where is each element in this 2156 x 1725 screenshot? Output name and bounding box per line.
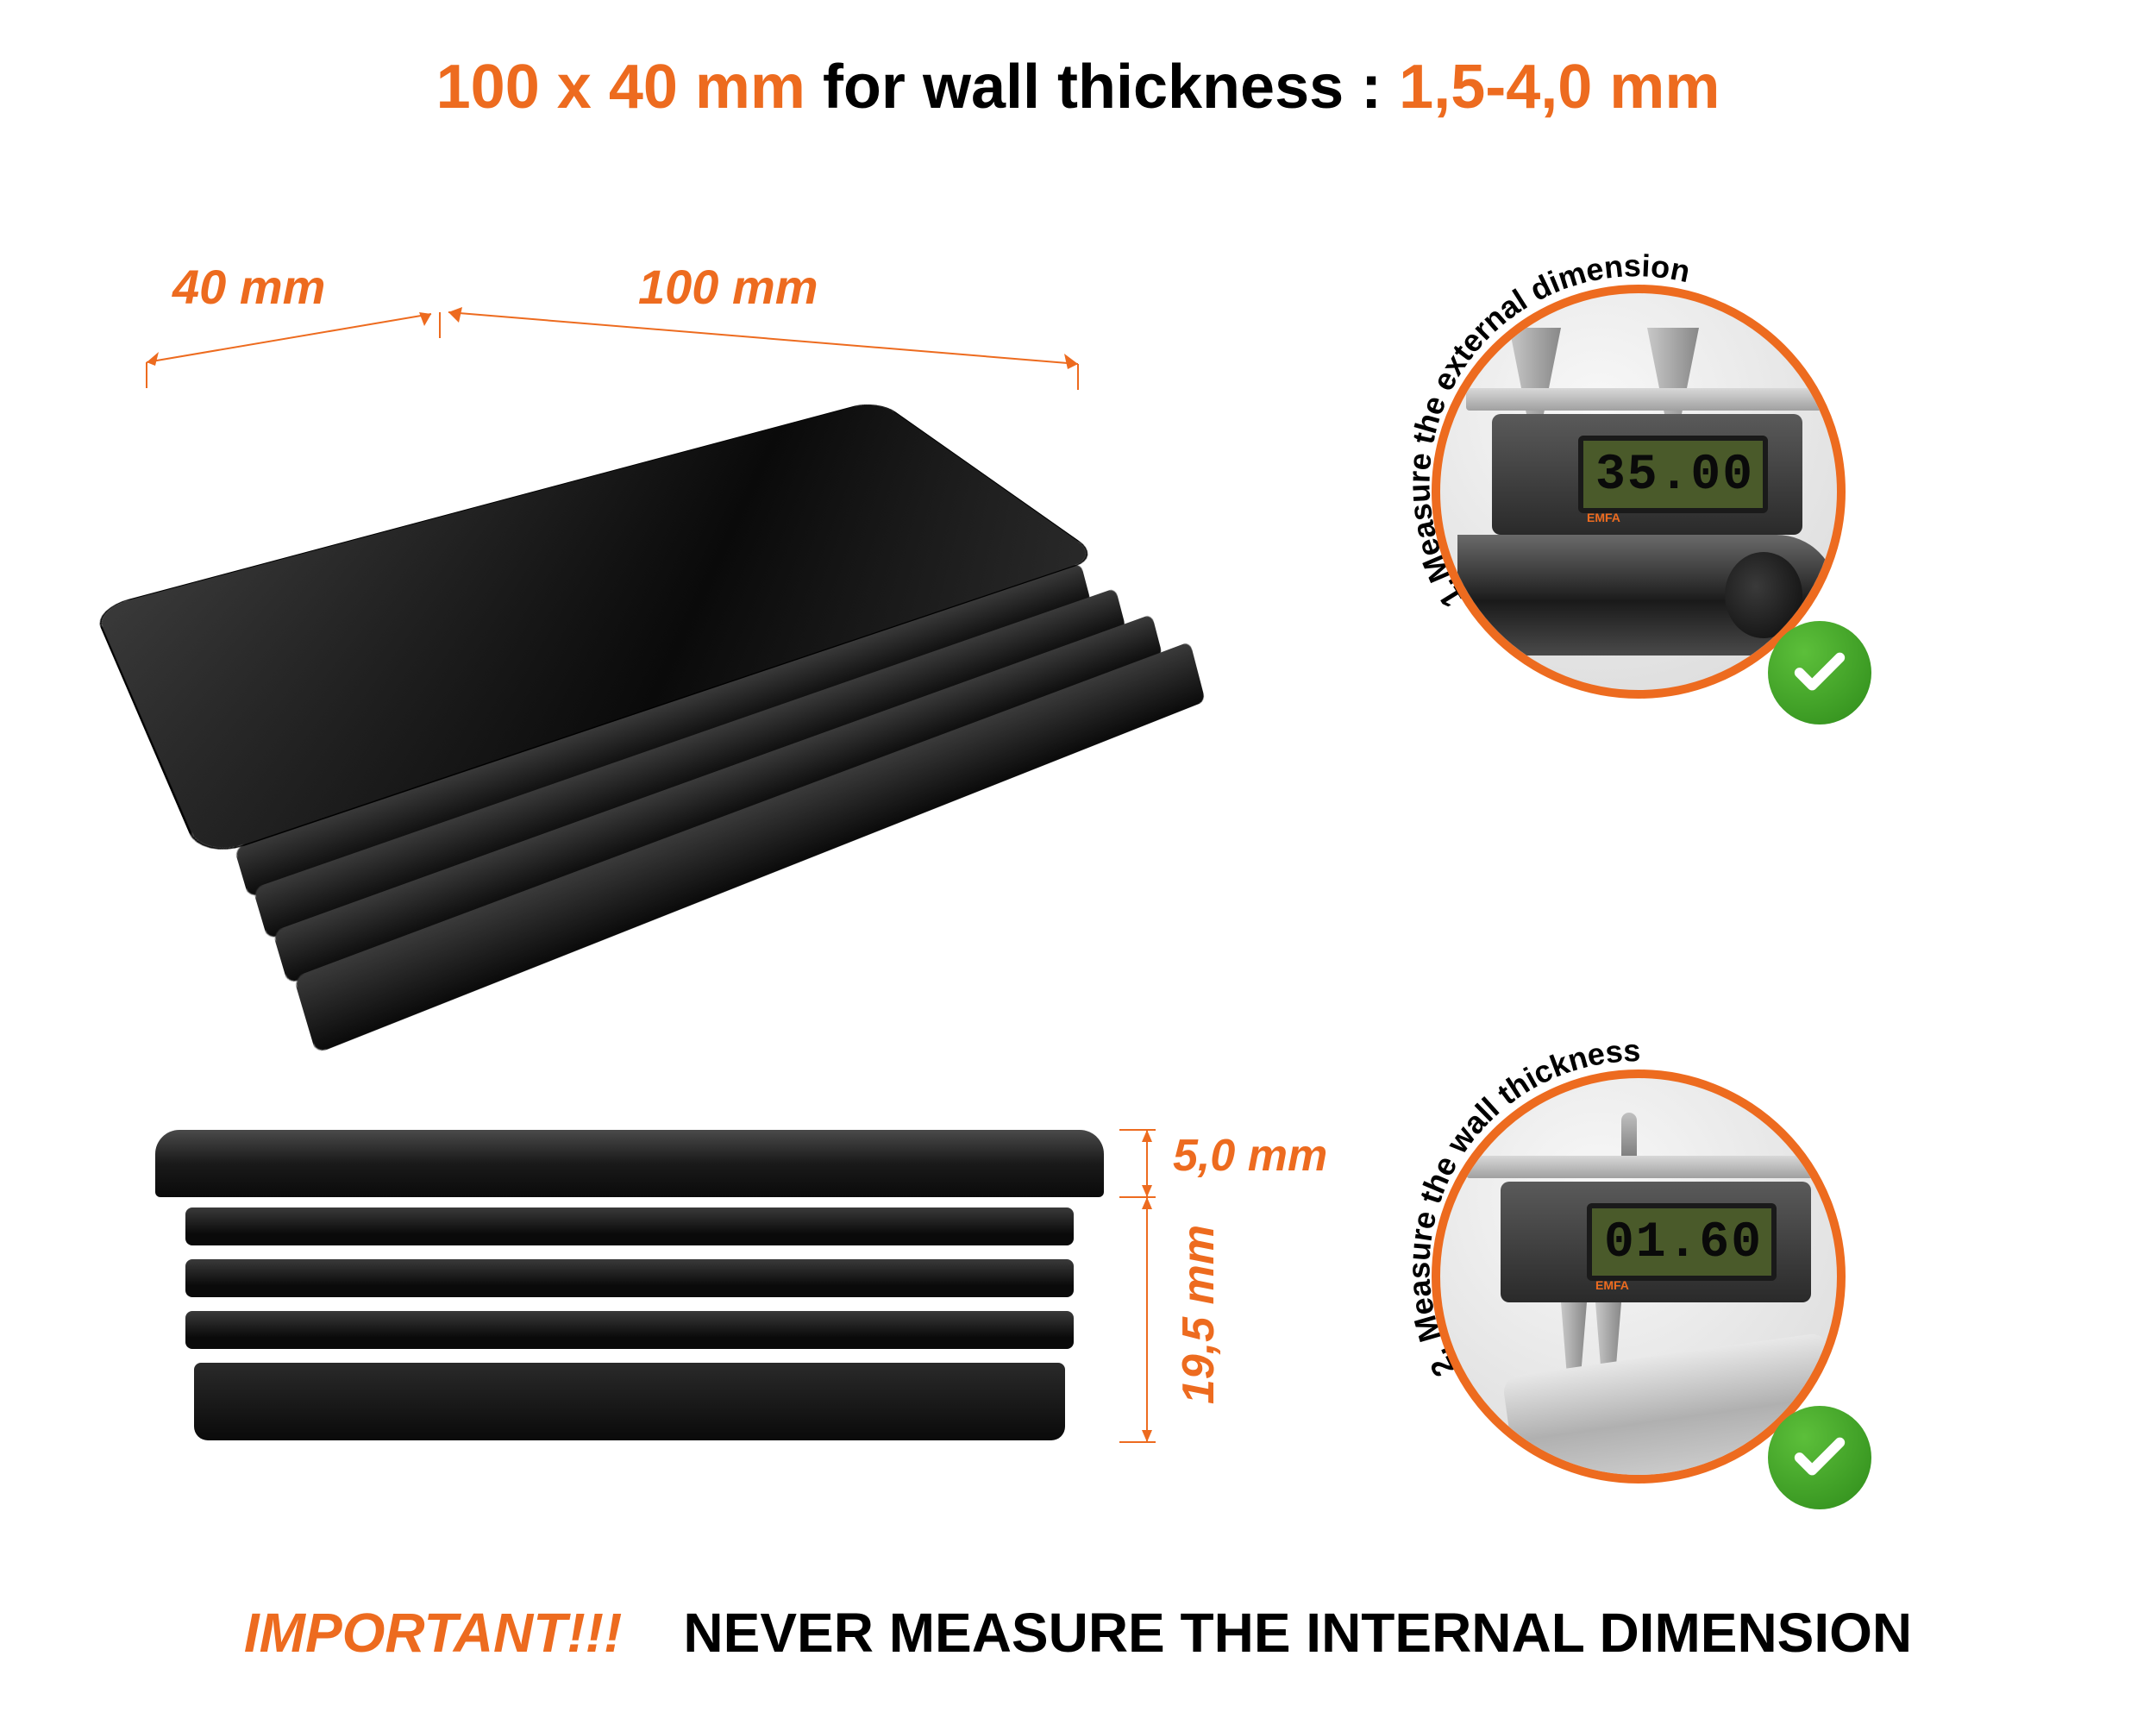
- front-rib: [185, 1259, 1074, 1297]
- check-badge: [1768, 1406, 1871, 1509]
- instruction-step-2: 2. Measure the wall thickness 01.60 EMFA: [1397, 1035, 1880, 1518]
- front-rib: [194, 1363, 1065, 1440]
- tube-hole-graphic: [1725, 552, 1802, 638]
- isometric-product-view: 40 mm 100 mm: [103, 242, 1138, 862]
- caliper-reading-1: 35.00: [1578, 436, 1768, 513]
- footer-warning: IMPORTANT!!! NEVER MEASURE THE INTERNAL …: [0, 1601, 2156, 1665]
- footer-warning-text: NEVER MEASURE THE INTERNAL DIMENSION: [683, 1602, 1912, 1664]
- header-dimensions: 100 x 40 mm: [436, 53, 805, 122]
- header-title: 100 x 40 mm for wall thickness : 1,5-4,0…: [0, 52, 2156, 122]
- caliper-brand: EMFA: [1595, 1278, 1629, 1292]
- check-badge: [1768, 621, 1871, 724]
- iso-dimension-lines: [103, 302, 1138, 405]
- front-top-height-label: 5,0 mm: [1173, 1130, 1327, 1182]
- front-rib: [185, 1208, 1074, 1245]
- instruction-step-1: 1.Measure the external dimension 35.00 E…: [1397, 250, 1880, 733]
- front-cap-top: [155, 1130, 1104, 1197]
- check-icon: [1789, 1427, 1850, 1488]
- front-product-view: [155, 1130, 1104, 1458]
- header-for-text: for wall thickness :: [805, 53, 1399, 122]
- iso-cap-render: [95, 400, 1159, 928]
- check-icon: [1789, 643, 1850, 703]
- caliper-reading-2: 01.60: [1587, 1203, 1777, 1281]
- footer-important: IMPORTANT!!!: [244, 1602, 622, 1664]
- caliper-brand: EMFA: [1587, 511, 1620, 524]
- front-rib: [185, 1311, 1074, 1349]
- header-thickness: 1,5-4,0 mm: [1399, 53, 1720, 122]
- front-rib-height-label: 19,5 mm: [1173, 1225, 1225, 1404]
